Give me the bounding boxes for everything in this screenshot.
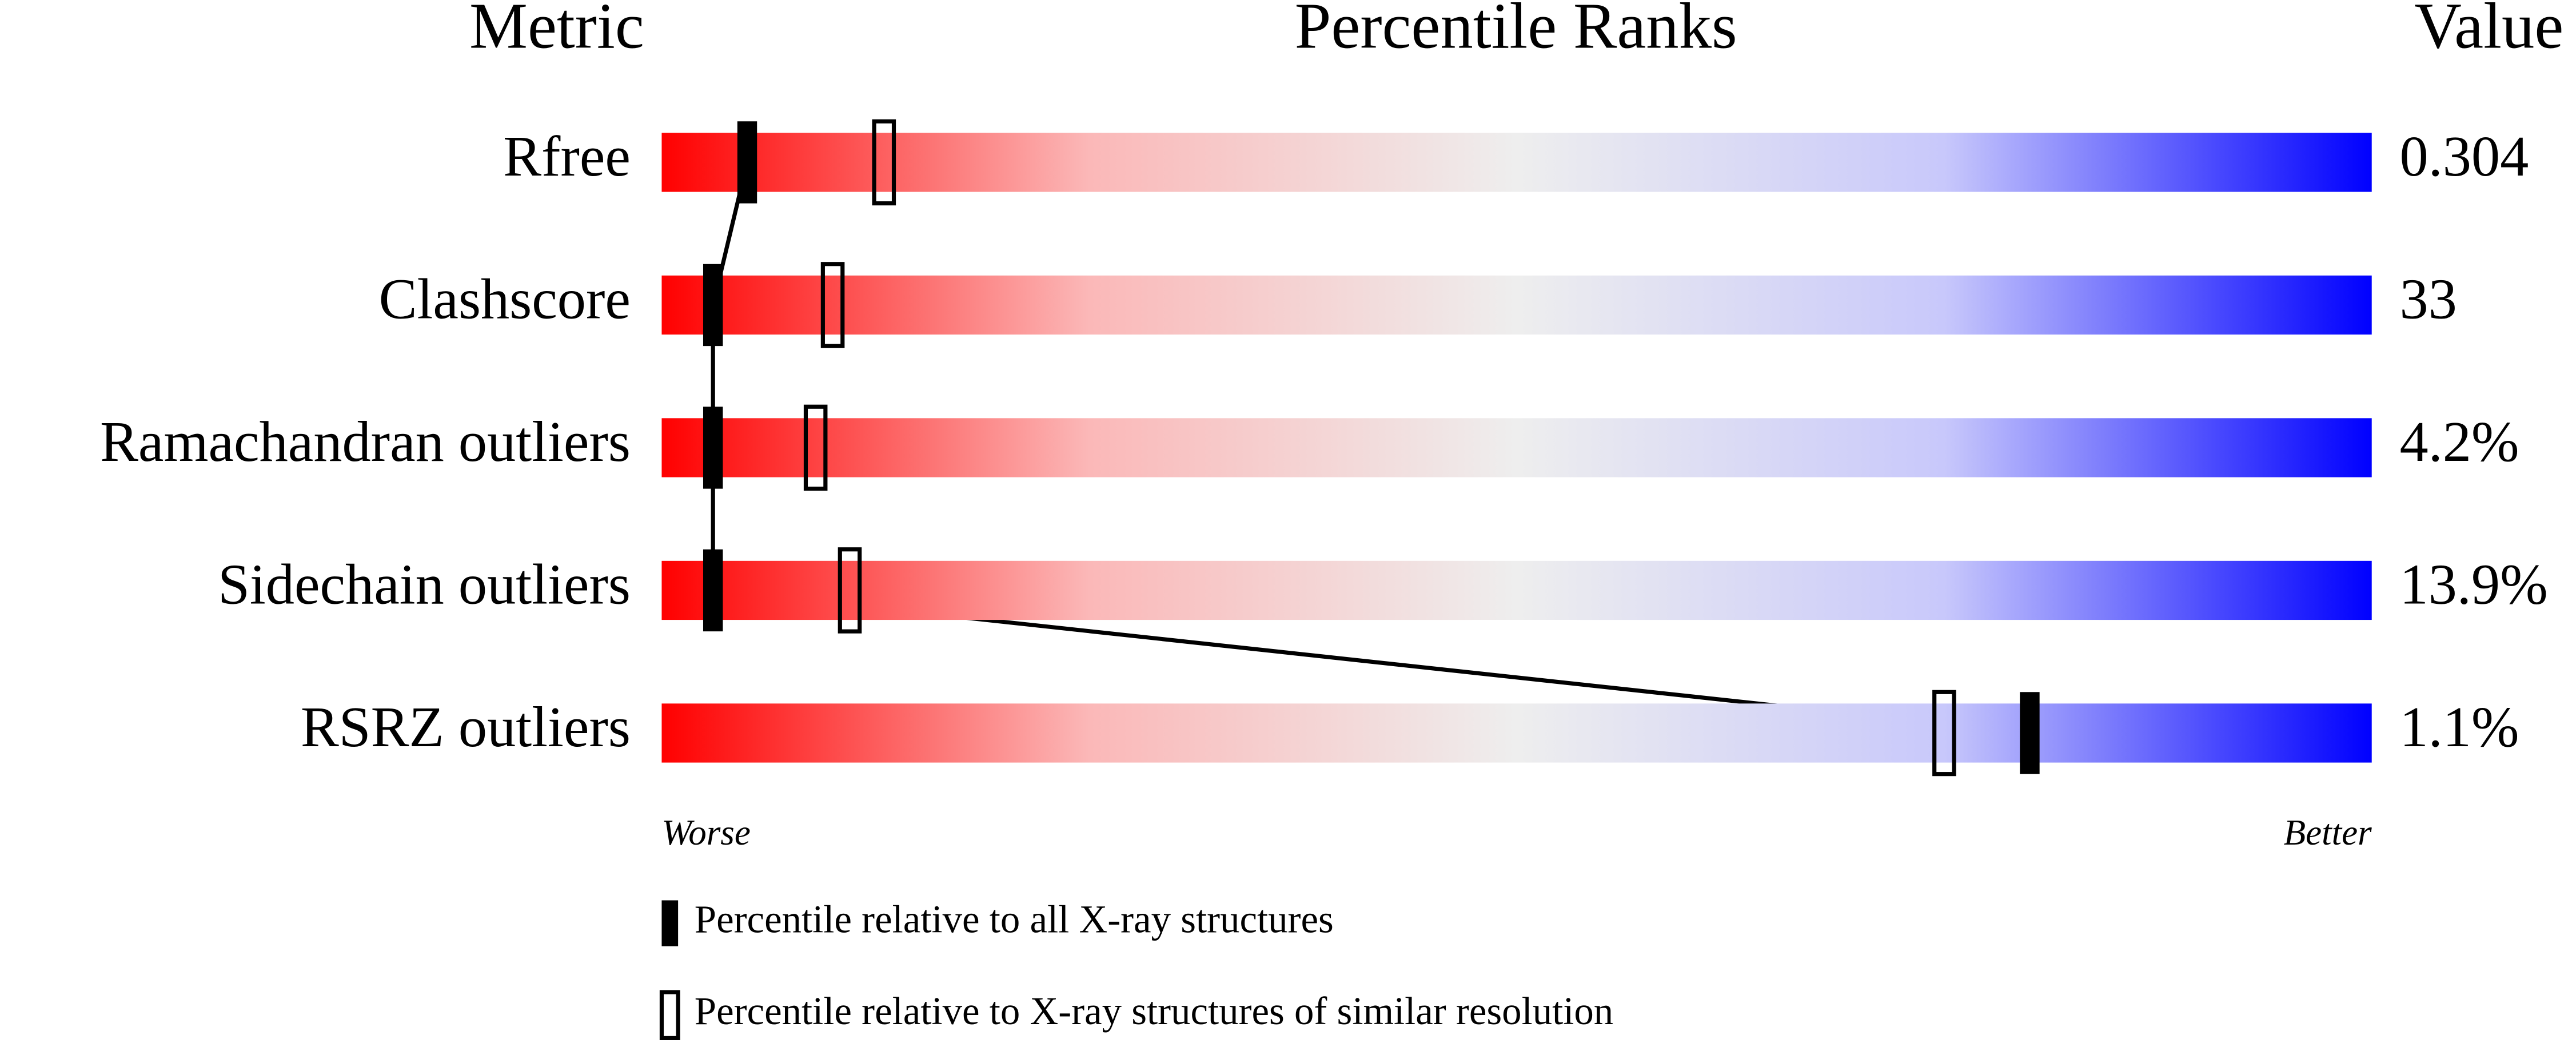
- marker-open: [838, 547, 862, 634]
- marker-open: [820, 262, 845, 348]
- legend: Percentile relative to all X-ray structu…: [659, 897, 1613, 1040]
- value-header: Value: [2414, 0, 2563, 62]
- metric-header: Metric: [469, 0, 644, 62]
- legend-label: Percentile relative to X-ray structures …: [695, 989, 1613, 1033]
- metric-label: Ramachandran outliers: [100, 410, 631, 473]
- metric-label: RSRZ outliers: [301, 695, 631, 759]
- percentile-bar: [661, 560, 2372, 620]
- worse-label: Worse: [661, 813, 750, 853]
- marker-filled: [703, 549, 723, 632]
- metric-value: 33: [2399, 267, 2457, 331]
- metric-label: Sidechain outliers: [218, 552, 631, 616]
- marker-open: [872, 119, 896, 206]
- metric-value: 13.9%: [2399, 552, 2547, 616]
- legend-swatch: [661, 900, 679, 946]
- legend-label: Percentile relative to all X-ray structu…: [695, 897, 1334, 941]
- marker-filled: [2020, 692, 2040, 774]
- marker-open: [1932, 690, 1956, 777]
- rows: Rfree 0.304 Clashscore 33 Ramachandran outli…: [100, 119, 2548, 777]
- percentile-bar: [661, 275, 2372, 335]
- legend-swatch: [659, 990, 680, 1040]
- better-label: Better: [2284, 813, 2372, 853]
- marker-filled: [737, 121, 757, 204]
- metric-value: 0.304: [2399, 125, 2529, 188]
- marker-open: [803, 404, 828, 491]
- chart-title: Percentile Ranks: [1295, 0, 1737, 62]
- percentile-bar: [661, 703, 2372, 763]
- metric-label: Clashscore: [379, 267, 631, 331]
- metric-value: 1.1%: [2399, 695, 2519, 759]
- percentile-bar: [661, 418, 2372, 477]
- percentile-bar: [661, 133, 2372, 192]
- marker-filled: [703, 407, 723, 489]
- marker-filled: [703, 264, 723, 347]
- metric-label: Rfree: [503, 125, 631, 188]
- metric-value: 4.2%: [2399, 410, 2519, 473]
